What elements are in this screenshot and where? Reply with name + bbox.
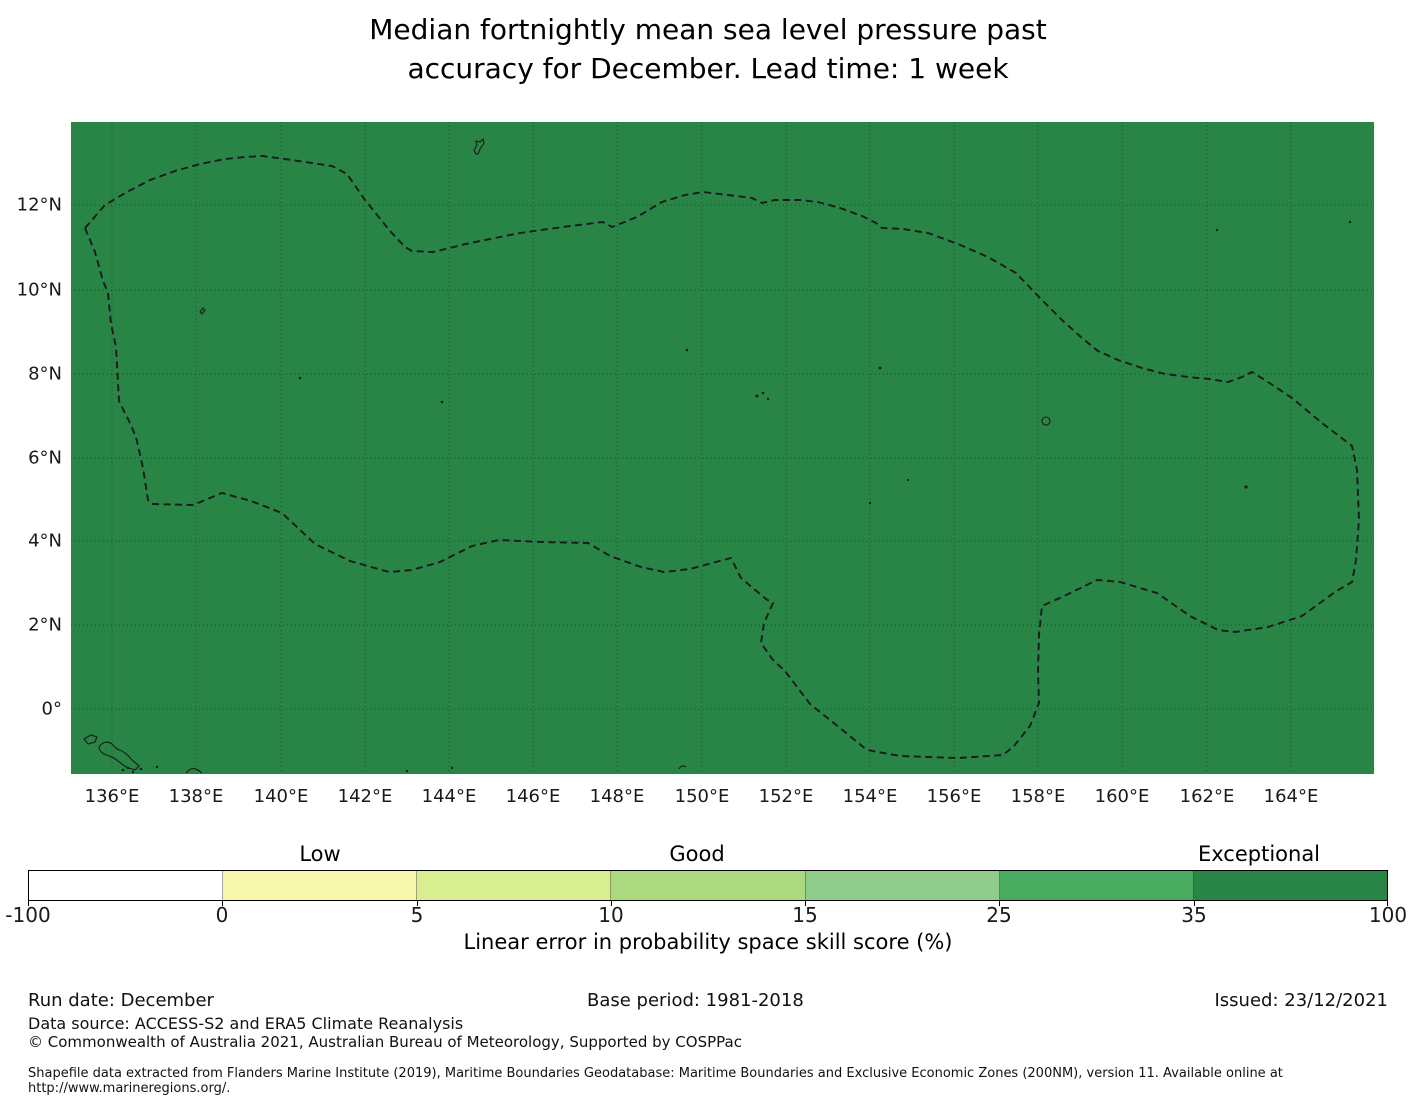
x-tick-154e: 154°E	[842, 786, 898, 807]
x-tick-138e: 138°E	[168, 786, 224, 807]
x-tick-162e: 162°E	[1179, 786, 1235, 807]
colorbar-category-exceptional: Exceptional	[1197, 842, 1321, 866]
x-tick-140e: 140°E	[253, 786, 309, 807]
colorbar-tick	[805, 901, 806, 906]
y-tick-10n: 10°N	[16, 279, 62, 301]
y-tick-0: 0°	[41, 698, 62, 720]
colorbar-segment-1	[29, 871, 224, 900]
colorbar-segment-5	[805, 871, 1000, 900]
colorbar-category-low: Low	[299, 842, 341, 866]
y-tick-8n: 8°N	[28, 363, 62, 385]
colorbar-tick	[28, 901, 29, 906]
colorbar-segment-7	[1193, 871, 1387, 900]
island-dots	[121, 220, 1352, 774]
x-tick-148e: 148°E	[589, 786, 645, 807]
x-tick-160e: 160°E	[1094, 786, 1150, 807]
map-svg	[71, 122, 1374, 774]
chart-title-line1: Median fortnightly mean sea level pressu…	[369, 13, 1047, 46]
x-tick-152e: 152°E	[758, 786, 814, 807]
issued-date-text: Issued: 23/12/2021	[1214, 990, 1388, 1011]
x-tick-156e: 156°E	[926, 786, 982, 807]
colorbar-segments	[28, 870, 1388, 901]
pohnpei-island-outline	[1041, 416, 1051, 426]
small-island-outline	[678, 765, 687, 770]
x-tick-150e: 150°E	[674, 786, 730, 807]
x-tick-142e: 142°E	[337, 786, 393, 807]
y-tick-12n: 12°N	[16, 194, 62, 216]
new-britain-outline	[98, 741, 140, 771]
y-tick-2n: 2°N	[28, 614, 62, 636]
x-tick-144e: 144°E	[421, 786, 477, 807]
colorbar-tick	[999, 901, 1000, 906]
new-ireland-outline	[83, 734, 98, 745]
graticule-gridlines	[71, 122, 1374, 774]
colorbar-tick-label-25: 25	[986, 903, 1012, 927]
y-tick-6n: 6°N	[28, 447, 62, 469]
run-date-text: Run date: December	[28, 990, 214, 1011]
x-tick-146e: 146°E	[505, 786, 561, 807]
y-tick-4n: 4°N	[28, 530, 62, 552]
colorbar-tick-label-0: 0	[215, 903, 229, 927]
x-tick-158e: 158°E	[1010, 786, 1066, 807]
colorbar-segment-3	[417, 871, 612, 900]
eez-boundary-dashed	[83, 155, 1360, 759]
x-tick-164e: 164°E	[1263, 786, 1319, 807]
bougainville-outline	[185, 767, 203, 774]
colorbar-segment-4	[611, 871, 806, 900]
data-source-text: Data source: ACCESS-S2 and ERA5 Climate …	[28, 1014, 464, 1033]
copyright-text: © Commonwealth of Australia 2021, Austra…	[28, 1033, 742, 1051]
shapefile-attribution-text: Shapefile data extracted from Flanders M…	[28, 1066, 1283, 1096]
colorbar-tick-label-neg100: -100	[5, 903, 51, 927]
colorbar	[28, 870, 1388, 906]
colorbar-tick-label-15: 15	[792, 903, 818, 927]
map-canvas	[71, 122, 1374, 774]
chart-title: Median fortnightly mean sea level pressu…	[0, 10, 1416, 88]
x-tick-136e: 136°E	[84, 786, 140, 807]
colorbar-tick-label-35: 35	[1181, 903, 1207, 927]
colorbar-tick-label-100: 100	[1368, 903, 1408, 927]
colorbar-tick	[1387, 901, 1388, 906]
colorbar-tick	[611, 901, 612, 906]
base-period-text: Base period: 1981-2018	[587, 990, 804, 1011]
colorbar-tick-label-5: 5	[410, 903, 424, 927]
chart-title-line2: accuracy for December. Lead time: 1 week	[407, 52, 1009, 85]
colorbar-tick	[417, 901, 418, 906]
colorbar-tick	[222, 901, 223, 906]
island-outlines	[83, 137, 1051, 774]
guam-island-outline	[473, 137, 485, 155]
colorbar-tick	[1194, 901, 1195, 906]
colorbar-axis-label: Linear error in probability space skill …	[463, 930, 953, 954]
colorbar-category-good: Good	[669, 842, 725, 866]
colorbar-segment-2	[223, 871, 418, 900]
yap-island-outline	[199, 307, 206, 315]
colorbar-tick-label-10: 10	[598, 903, 624, 927]
colorbar-segment-6	[999, 871, 1194, 900]
